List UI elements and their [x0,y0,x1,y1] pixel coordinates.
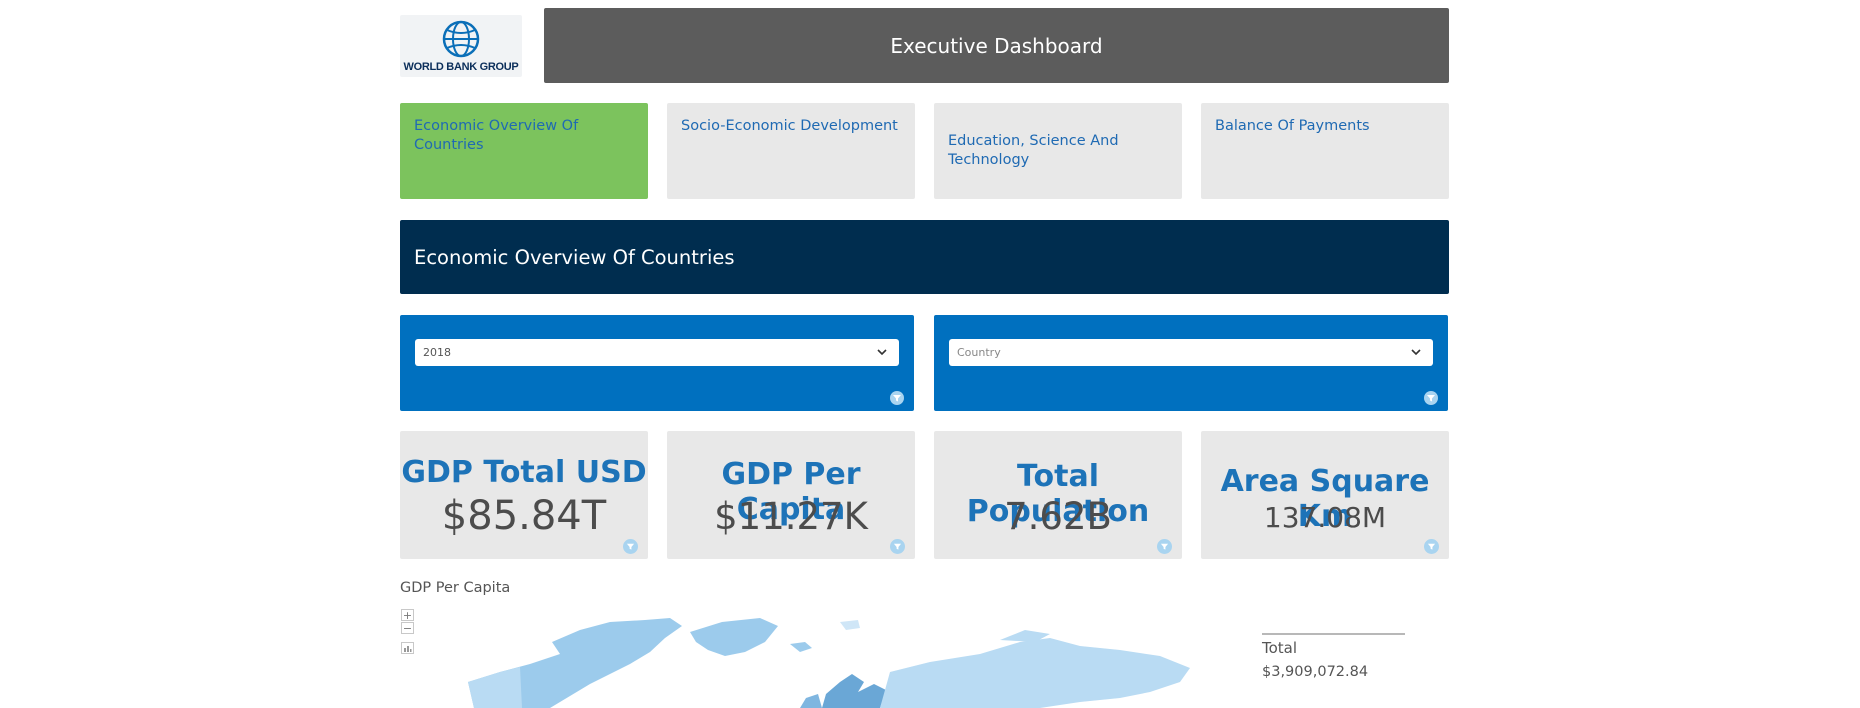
country-select[interactable]: Country [949,339,1433,366]
kpi-value: 137.08M [1263,501,1387,534]
tab-balance-of-payments[interactable]: Balance Of Payments [1201,103,1449,199]
country-select-placeholder: Country [957,346,1001,359]
kpi-title: GDP Per Capita [721,457,861,527]
kpi-title: Total Population [966,459,1150,529]
kpi-card-gdp-total: GDP Total USD $85.84T [400,431,648,559]
year-filter-panel: 2018 [400,315,914,411]
filter-icon[interactable] [890,539,905,554]
kpi-value: $11.27K [714,495,868,538]
kpi-value: $85.84T [441,493,607,539]
tab-label: Education, Science And Technology [948,133,1119,168]
zoom-out-button[interactable]: − [401,622,414,635]
chevron-down-icon [877,349,887,356]
tab-label: Balance Of Payments [1215,118,1370,134]
filter-icon[interactable] [1424,539,1439,554]
tab-economic-overview[interactable]: Economic Overview Of Countries [400,103,648,199]
kpi-title: GDP Total USD [401,455,647,490]
year-select[interactable]: 2018 [415,339,899,366]
filter-icon[interactable] [623,539,638,554]
legend-value: $3,909,072.84 [1262,664,1369,680]
map-home-button[interactable] [401,642,414,654]
filter-icon[interactable] [890,391,904,405]
globe-icon [442,20,480,58]
section-header: Economic Overview Of Countries [400,220,1449,294]
legend-divider [1262,633,1405,635]
page-title: Executive Dashboard [890,33,1103,58]
kpi-card-area: Area Square Km 137.08M [1201,431,1449,559]
legend-label: Total [1262,639,1298,657]
world-map [468,618,1190,708]
kpi-card-total-population: Total Population 7.62B [934,431,1182,559]
kpi-title: Area Square Km [1220,464,1430,534]
country-filter-panel: Country [934,315,1448,411]
logo-text: WORLD BANK GROUP [403,61,519,73]
year-select-value: 2018 [423,346,451,359]
zoom-in-button[interactable]: + [401,609,414,622]
chevron-down-icon [1411,349,1421,356]
world-bank-logo: WORLD BANK GROUP [400,15,522,77]
filter-icon[interactable] [1157,539,1172,554]
home-icon [404,646,412,652]
tab-socio-economic[interactable]: Socio-Economic Development [667,103,915,199]
tab-label: Socio-Economic Development [681,118,898,134]
section-title: Economic Overview Of Countries [414,245,735,269]
tab-label: Economic Overview Of Countries [414,118,579,153]
kpi-card-gdp-per-capita: GDP Per Capita $11.27K [667,431,915,559]
map-title: GDP Per Capita [400,580,511,596]
dashboard-title-bar: Executive Dashboard [544,8,1449,83]
kpi-value: 7.62B [1004,495,1112,538]
filter-icon[interactable] [1424,391,1438,405]
tab-education-science[interactable]: Education, Science And Technology [934,103,1182,199]
